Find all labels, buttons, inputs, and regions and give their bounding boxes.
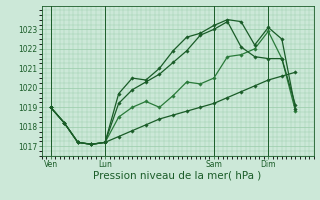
- X-axis label: Pression niveau de la mer( hPa ): Pression niveau de la mer( hPa ): [93, 171, 262, 181]
